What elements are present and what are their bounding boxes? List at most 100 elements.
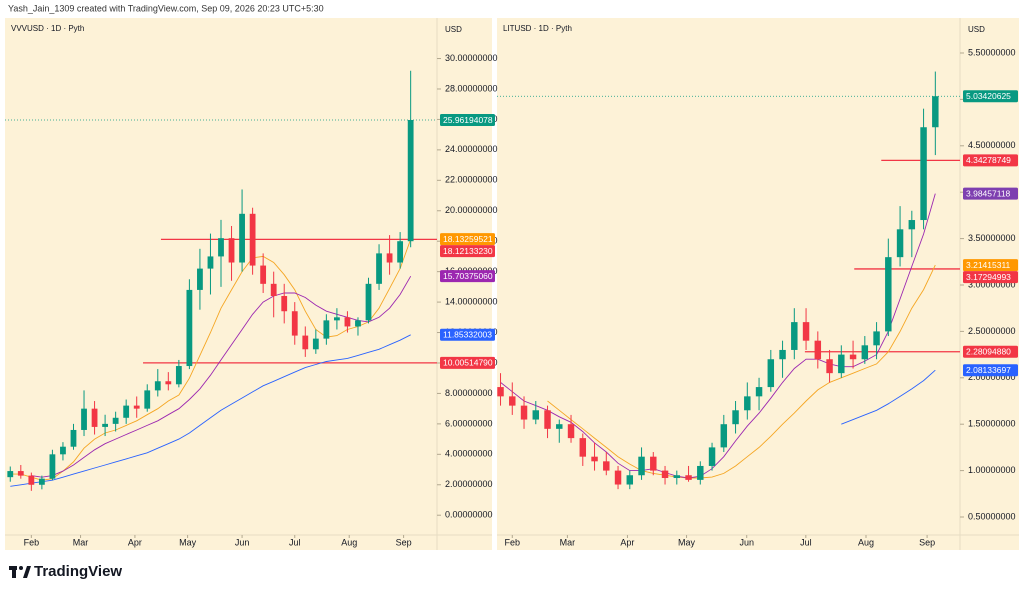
price-label: 15.70375060: [443, 271, 493, 281]
candle-body: [532, 410, 540, 420]
candle-body: [920, 127, 927, 221]
candle-body: [376, 253, 382, 284]
candle-body: [603, 461, 610, 471]
pane-bg: [497, 18, 1019, 550]
candle-body: [861, 345, 869, 360]
x-tick-label: Aug: [341, 537, 357, 547]
axis-unit: USD: [968, 25, 985, 34]
candle-body: [896, 229, 904, 258]
header: Yash_Jain_1309 created with TradingView.…: [8, 3, 324, 13]
candle-body: [175, 366, 182, 385]
candle-body: [509, 396, 516, 406]
candle-body: [207, 256, 214, 269]
price-label-box: [963, 364, 1018, 377]
y-tick-label: 30.00000000: [445, 53, 498, 63]
candle-body: [838, 354, 845, 374]
moving-average: [10, 239, 412, 481]
candle-body: [344, 317, 351, 327]
candle-body: [165, 381, 172, 385]
price-label-box: [963, 345, 1018, 358]
y-tick-label: 4.00000000: [445, 449, 493, 459]
candle-body: [281, 296, 288, 312]
candle-body: [767, 359, 775, 388]
candle-body: [579, 438, 587, 457]
candle-body: [355, 320, 361, 327]
x-tick-label: Feb: [505, 537, 521, 547]
candle-body: [397, 241, 404, 263]
price-label: 4.34278749: [966, 155, 1011, 165]
price-label: 18.13259521: [443, 234, 493, 244]
candle-body: [591, 456, 598, 462]
chart-title: VVVUSD · 1D · Pyth: [11, 24, 84, 33]
candle-body: [661, 470, 669, 479]
candle-body: [70, 429, 77, 447]
price-label: 11.85332003: [443, 330, 492, 340]
moving-average: [500, 193, 936, 479]
axis-unit: USD: [445, 25, 462, 34]
x-tick-label: Jul: [800, 537, 812, 547]
x-tick-label: Jul: [289, 537, 301, 547]
candle-body: [556, 424, 563, 429]
candle-body: [791, 322, 798, 350]
candle-body: [638, 456, 645, 476]
x-tick-label: Jun: [235, 537, 250, 547]
price-label-box: [440, 245, 495, 258]
candle-body: [744, 396, 751, 411]
price-label: 2.08133697: [966, 365, 1011, 375]
candle-body: [81, 408, 87, 430]
y-tick-label: 1.50000000: [968, 419, 1016, 429]
price-label-box: [963, 187, 1018, 200]
candle-body: [249, 213, 256, 266]
y-tick-label: 0.00000000: [445, 510, 493, 520]
price-label-box: [440, 270, 495, 283]
candle-body: [60, 446, 66, 455]
candle-body: [544, 410, 551, 429]
x-tick-label: Feb: [24, 537, 40, 547]
candle-body: [197, 268, 203, 290]
candle-body: [239, 213, 245, 263]
candle-body: [112, 417, 119, 424]
candle-body: [323, 320, 330, 339]
candle-body: [365, 283, 372, 321]
x-tick-label: Apr: [620, 537, 634, 547]
y-tick-label: 1.00000000: [968, 465, 1016, 475]
y-tick-label: 3.00000000: [968, 279, 1016, 289]
candle-body: [186, 289, 193, 367]
price-label: 2.28094880: [966, 346, 1011, 356]
moving-average: [841, 369, 936, 425]
candle-body: [755, 387, 763, 397]
candle-body: [28, 475, 35, 485]
y-tick-label: 2.00000000: [968, 372, 1016, 382]
y-tick-label: 24.00000000: [445, 144, 498, 154]
candle-body: [260, 265, 267, 284]
candle-body: [885, 257, 892, 332]
candle-body: [497, 387, 504, 397]
x-tick-label: Jun: [739, 537, 754, 547]
x-tick-label: Apr: [128, 537, 142, 547]
candle-body: [291, 311, 298, 336]
candle-body: [626, 475, 634, 485]
candle-body: [826, 359, 833, 374]
candle-body: [91, 408, 98, 427]
y-tick-label: 4.50000000: [968, 140, 1016, 150]
price-label: 25.96194078: [443, 115, 493, 125]
y-tick-label: 5.50000000: [968, 47, 1016, 57]
candle-body: [144, 390, 151, 409]
moving-average: [547, 264, 936, 479]
candle-body: [873, 331, 880, 346]
candle-body: [697, 465, 704, 480]
y-tick-label: 6.00000000: [445, 418, 493, 428]
y-tick-label: 0.50000000: [968, 511, 1016, 521]
candle-body: [38, 478, 45, 485]
brand: TradingView: [34, 563, 122, 580]
candle-body: [302, 335, 309, 350]
y-tick-label: 22.00000000: [445, 175, 498, 185]
moving-average: [10, 334, 411, 487]
price-label-box: [963, 259, 1018, 272]
y-tick-label: 8.00000000: [445, 388, 493, 398]
chart-title: LITUSD · 1D · Pyth: [503, 24, 572, 33]
candle-body: [218, 238, 224, 257]
pane-bg: [5, 18, 492, 550]
price-label: 3.98457118: [966, 188, 1011, 198]
